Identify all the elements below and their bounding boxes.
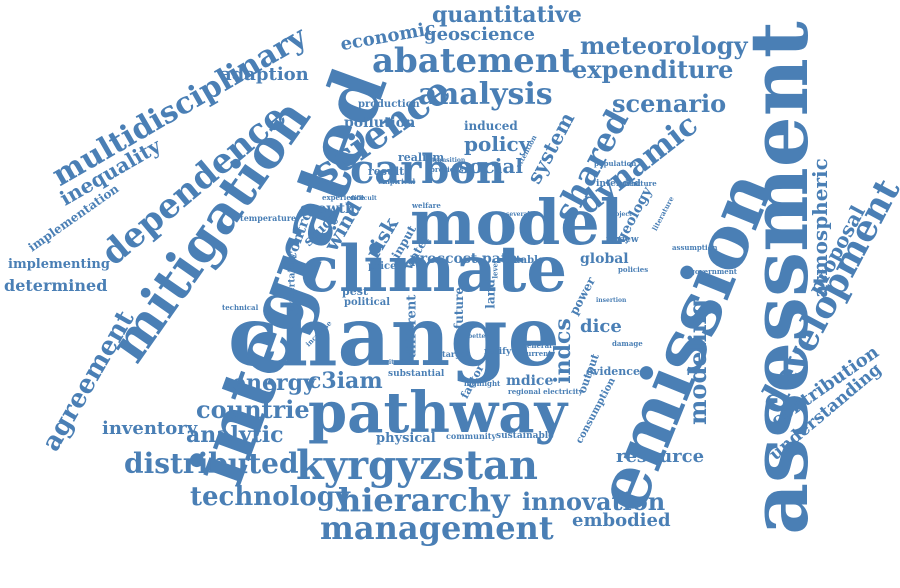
word-literature: literature (650, 194, 676, 233)
word-management: management (320, 509, 554, 547)
word-climate: climate (300, 232, 568, 307)
word-analysis: analysis (418, 77, 553, 112)
word-kyrgyzstan: kyrgyzstan (296, 442, 538, 489)
word-production: production (358, 99, 420, 110)
word-review: review (606, 235, 639, 245)
word-mdice: mdice (506, 373, 554, 389)
word-difficult: difficult (350, 195, 377, 202)
word-uncertainty: uncertainty (287, 253, 298, 312)
word-implementing: implementing (8, 257, 110, 272)
word-government: government (690, 267, 738, 276)
word-substantial: substantial (388, 369, 445, 379)
word-policies: policies (618, 265, 649, 274)
word-price: price (368, 261, 397, 272)
word-empirical: empirical (378, 177, 416, 186)
word-ratify: ratify (484, 347, 512, 357)
word-change: change (228, 289, 560, 385)
word-embodied: embodied (572, 510, 671, 531)
word-evidence: evidence (586, 365, 640, 378)
word-pollution: pollution (344, 115, 416, 131)
word-sustainable: sustainable (496, 431, 554, 441)
word-welfare: welfare (412, 201, 441, 210)
word-temperature: temperature (240, 213, 297, 223)
word-political: political (344, 297, 391, 308)
word-social: social (458, 154, 523, 178)
word-criterion: criterion (382, 359, 412, 366)
word-damage: damage (612, 339, 643, 348)
word-quantitative: quantitative (432, 2, 582, 28)
word-community: community (446, 431, 497, 441)
word-better: better (468, 333, 489, 340)
word-project: project (608, 211, 632, 218)
word-population: population (594, 159, 637, 168)
word-several: several (506, 211, 530, 218)
word-table: table (516, 255, 545, 266)
word-indcs: indcs (549, 318, 576, 384)
word-abatement: abatement (372, 41, 576, 81)
word-dice: dice (580, 316, 622, 337)
word-meteorology: meteorology (580, 31, 748, 60)
word-energy: energy (232, 370, 316, 396)
word-countrie: countrie (196, 395, 310, 424)
word-proccost: proccost (410, 251, 478, 267)
word-c3iam: c3iam (308, 368, 383, 394)
word-previous: previous (430, 165, 464, 174)
word-different: different (404, 294, 420, 359)
word-distributed: distributed (124, 447, 299, 480)
word-power: power (566, 274, 599, 318)
word-experience: experience (322, 193, 365, 202)
word-path: path (482, 251, 518, 267)
word-regional: regional electricity (508, 387, 583, 396)
word-innovation: innovation (522, 487, 666, 516)
word-general: general (522, 341, 552, 350)
word-future: future (452, 286, 467, 330)
word-target: target (442, 349, 470, 359)
word-insertion: insertion (596, 297, 627, 304)
word-model: model (410, 186, 624, 259)
word-analytic: analytic (186, 422, 284, 448)
word-growth: growth (300, 201, 356, 217)
word-adaption: adaption (220, 64, 309, 85)
word-technology: technology (190, 482, 351, 512)
word-physical: physical (376, 431, 436, 446)
word-scenario: scenario (612, 89, 727, 118)
word-land: land (483, 279, 498, 309)
word-pathway: pathway (308, 380, 568, 446)
word-carbon: carbon (350, 146, 506, 193)
word-inventory: inventory (102, 418, 198, 439)
word-technical: technical (222, 303, 259, 312)
word-transition: transition (432, 157, 466, 164)
word-geoscience: geoscience (424, 24, 535, 45)
word-resource: resource (616, 446, 705, 467)
word-determined: determined (4, 276, 108, 295)
word-modeling: modeling (682, 299, 712, 425)
word-induced: induced (464, 119, 518, 133)
word-highlight: highlight (464, 379, 501, 388)
word-global: global (580, 251, 629, 267)
word-expenditure: expenditure (572, 55, 734, 84)
word-level: level (490, 260, 500, 279)
word-structure: structure (620, 179, 657, 188)
word-pest: pest (342, 285, 368, 298)
word-current: current (522, 349, 552, 358)
word-hierarchy: hierarchy (338, 481, 510, 519)
word-policy: policy (464, 132, 531, 156)
word-realism: realism (398, 151, 445, 164)
word-assumption: assumption (672, 243, 718, 252)
word-intended: intended (596, 179, 641, 189)
word-result: result (368, 165, 405, 178)
